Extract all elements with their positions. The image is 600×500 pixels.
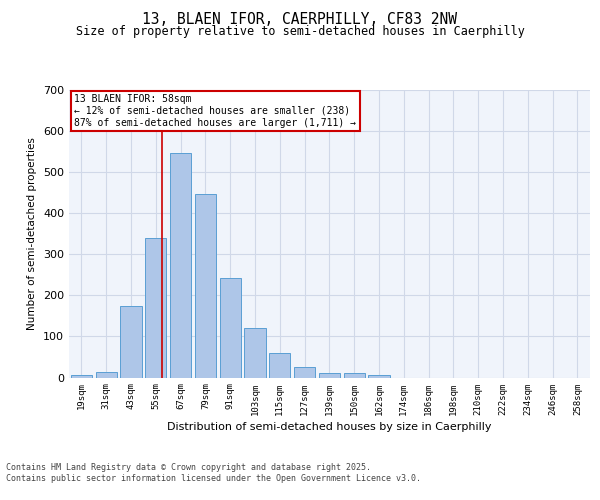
- Bar: [170, 153, 191, 378]
- Bar: [121, 306, 142, 378]
- Bar: [71, 376, 92, 378]
- Bar: [195, 194, 216, 378]
- Bar: [145, 238, 166, 378]
- Bar: [344, 374, 365, 378]
- Text: 13, BLAEN IFOR, CAERPHILLY, CF83 2NW: 13, BLAEN IFOR, CAERPHILLY, CF83 2NW: [143, 12, 458, 28]
- Bar: [269, 353, 290, 378]
- Text: Contains public sector information licensed under the Open Government Licence v3: Contains public sector information licen…: [6, 474, 421, 483]
- Y-axis label: Number of semi-detached properties: Number of semi-detached properties: [28, 138, 37, 330]
- Text: 13 BLAEN IFOR: 58sqm
← 12% of semi-detached houses are smaller (238)
87% of semi: 13 BLAEN IFOR: 58sqm ← 12% of semi-detac…: [74, 94, 356, 128]
- X-axis label: Distribution of semi-detached houses by size in Caerphilly: Distribution of semi-detached houses by …: [167, 422, 491, 432]
- Bar: [368, 376, 389, 378]
- Text: Size of property relative to semi-detached houses in Caerphilly: Size of property relative to semi-detach…: [76, 25, 524, 38]
- Bar: [95, 372, 117, 378]
- Bar: [220, 278, 241, 378]
- Bar: [244, 328, 266, 378]
- Bar: [294, 367, 315, 378]
- Bar: [319, 373, 340, 378]
- Text: Contains HM Land Registry data © Crown copyright and database right 2025.: Contains HM Land Registry data © Crown c…: [6, 462, 371, 471]
